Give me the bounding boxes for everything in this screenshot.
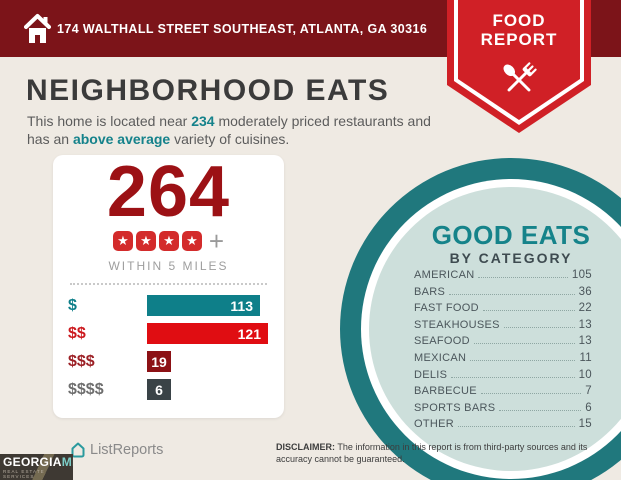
category-label: BARS	[414, 285, 446, 298]
star-icon: ★	[135, 231, 156, 251]
price-tier-row: $$$$ 6	[53, 379, 284, 400]
subtitle-line1: This home is located near 234 moderately…	[27, 113, 431, 129]
dotted-leader	[499, 409, 582, 411]
good-eats-title: GOOD EATS	[431, 220, 591, 250]
category-row: MEXICAN 11	[414, 352, 592, 369]
price-tier-label: $$	[68, 325, 86, 342]
dotted-leader	[449, 293, 575, 295]
listreports-wordmark: ListReports	[90, 441, 164, 458]
dotted-leader	[473, 343, 575, 345]
price-tier-bar: 121	[147, 323, 268, 344]
property-address: 174 WALTHALL STREET SOUTHEAST, ATLANTA, …	[57, 21, 428, 36]
category-circle-background	[369, 187, 621, 471]
listreports-logo: ListReports	[70, 441, 163, 458]
restaurant-total-count: 264	[106, 152, 231, 232]
category-row: FAST FOOD 22	[414, 302, 592, 319]
price-tier-value: 19	[151, 353, 167, 370]
badge-line1: FOOD	[492, 11, 546, 30]
badge-line2: REPORT	[480, 30, 558, 49]
variety-highlight: above average	[72, 130, 171, 147]
good-eats-subtitle: BY CATEGORY	[449, 250, 573, 266]
category-label: AMERICAN	[414, 269, 475, 281]
category-count: 6	[585, 401, 592, 414]
star-icon: ★	[181, 231, 202, 251]
food-report-badge: FOOD REPORT	[444, 0, 594, 140]
price-tier-row: $$ 121	[53, 323, 284, 344]
page-title: NEIGHBORHOOD EATS	[26, 74, 390, 107]
restaurant-summary-card: 264 ★ ★ ★ ★ + WITHIN 5 MILES $113 $$ 121 $$$ 19 $…	[53, 155, 284, 418]
page-subtitle: This home is located near 234 moderately…	[27, 113, 467, 148]
crossed-spoon-fork-icon	[503, 62, 537, 92]
price-tier-bar: 6	[147, 379, 171, 400]
radius-label: WITHIN 5 MILES	[108, 259, 229, 273]
rating-stars: ★ ★ ★ ★ +	[53, 226, 284, 256]
plus-sign: +	[208, 226, 225, 256]
price-tier-bar: 19	[147, 351, 171, 372]
category-row: SEAFOOD 13	[414, 335, 592, 352]
pennant-ribbon	[447, 0, 591, 133]
badge-title: FOOD REPORT	[444, 11, 594, 49]
category-label: FAST FOOD	[414, 302, 479, 315]
category-row: STEAKHOUSES 13	[414, 319, 592, 336]
subtitle-line2: has an above average variety of cuisines…	[27, 130, 290, 147]
georgia-mls-wordmark: GEORGIAMLS	[3, 455, 73, 469]
category-row: AMERICAN 105	[414, 269, 592, 286]
dotted-leader	[482, 310, 575, 312]
category-count: 36	[578, 285, 592, 298]
star-icon: ★	[158, 231, 179, 251]
category-row: SPORTS BARS 6	[414, 402, 592, 419]
category-label: STEAKHOUSES	[414, 318, 500, 331]
category-label: OTHER	[414, 418, 454, 431]
category-label: DELIS	[414, 368, 448, 381]
category-count: 15	[578, 418, 592, 431]
category-row: OTHER 15	[414, 418, 592, 435]
price-tier-value: 113	[230, 297, 253, 314]
price-tier-value: 6	[155, 381, 163, 398]
category-row: BARS 36	[414, 286, 592, 303]
star-icon: ★	[112, 231, 133, 251]
price-tier-label: $$$$	[68, 381, 104, 398]
category-list: AMERICAN 105 BARS 36 FAST FOOD 22 STEAKHOUSES 1…	[414, 269, 592, 435]
disclaimer-text: DISCLAIMER: The information in this repo…	[276, 442, 588, 464]
category-label: BARBECUE	[414, 385, 477, 398]
category-count: 7	[585, 385, 592, 398]
price-tier-row: $113	[53, 295, 284, 316]
price-tier-bar: 113	[147, 295, 260, 316]
category-count: 13	[578, 335, 592, 348]
category-row: DELIS 10	[414, 369, 592, 386]
category-count: 105	[571, 269, 592, 281]
dotted-leader	[480, 393, 582, 395]
category-row: BARBECUE 7	[414, 385, 592, 402]
category-label: SPORTS BARS	[414, 401, 496, 414]
category-label: SEAFOOD	[414, 335, 470, 348]
category-count: 11	[579, 351, 592, 364]
category-count: 13	[578, 318, 592, 331]
category-count: 22	[578, 302, 592, 315]
dotted-leader	[503, 326, 575, 328]
georgia-mls-tagline: REAL ESTATE SERVICES	[3, 469, 45, 479]
price-tier-row: $$$ 19	[53, 351, 284, 372]
dotted-leader	[478, 277, 568, 278]
price-bar-chart: $113 $$ 121 $$$ 19 $$$$ 6	[53, 295, 284, 407]
price-tier-label: $	[68, 297, 77, 314]
price-tier-value: 121	[237, 325, 261, 342]
price-tier-label: $$$	[68, 353, 95, 370]
dotted-divider	[70, 283, 267, 285]
category-label: MEXICAN	[414, 351, 467, 364]
category-count: 10	[578, 368, 592, 381]
dotted-leader	[451, 376, 575, 378]
georgia-mls-logo: GEORGIAMLS REAL ESTATE SERVICES	[0, 454, 73, 480]
restaurant-count-highlight: 234	[191, 113, 215, 129]
dotted-leader	[458, 426, 575, 428]
home-icon	[24, 14, 51, 43]
dotted-leader	[470, 359, 576, 361]
